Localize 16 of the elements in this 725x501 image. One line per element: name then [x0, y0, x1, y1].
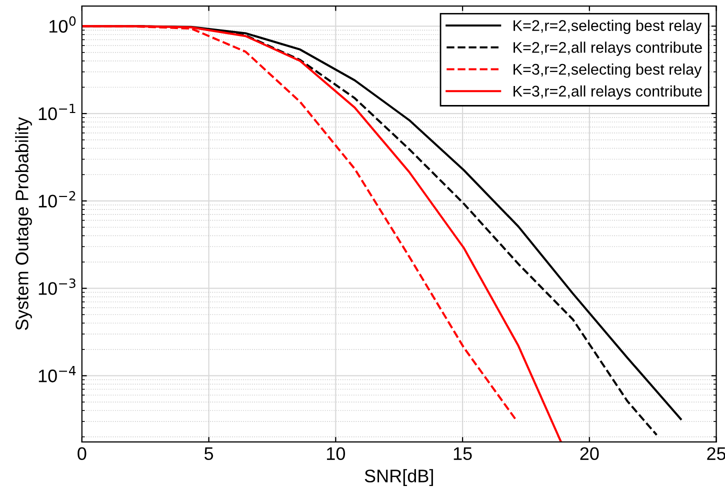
y-tick-label: 10$^{−1}$: [38, 104, 76, 120]
y-tick-label: 10$^{−3}$: [38, 278, 76, 295]
x-tick-label: 5: [204, 447, 214, 460]
y-axis-title: System Outage Probability: [15, 117, 32, 330]
y-tick-label: 10$^{−2}$: [38, 191, 76, 208]
x-tick-label: 20: [580, 447, 599, 460]
x-tick-label: 0: [78, 447, 86, 460]
x-axis-title: SNR[dB]: [364, 469, 433, 486]
x-tick-label: 10: [327, 447, 346, 460]
legend-label: K=2,r=2,selecting best relay: [514, 20, 702, 34]
legend-label: K=3,r=2,selecting best relay: [514, 64, 702, 78]
legend-label: K=3,r=2,all relays contribute: [514, 85, 702, 100]
y-tick-label: 10$^{0}$: [50, 16, 76, 33]
legend-label: K=2,r=2,all relays contribute: [514, 42, 702, 56]
x-tick-label: 15: [454, 447, 472, 460]
y-tick-label: 10$^{−4}$: [38, 366, 76, 382]
